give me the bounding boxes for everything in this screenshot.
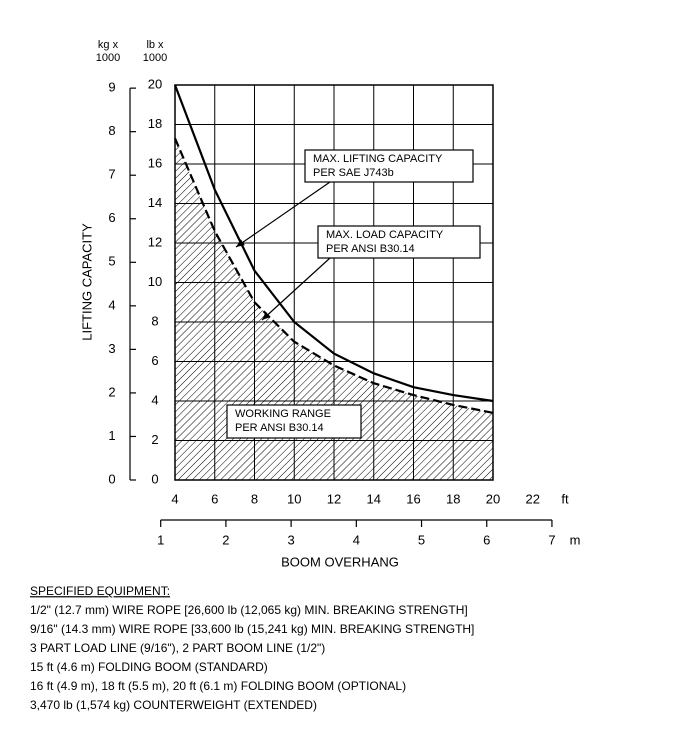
x-tick-label: 8 [251, 491, 258, 506]
y-tick-label: 14 [148, 195, 162, 210]
y2-tick-label: 2 [108, 384, 115, 399]
y-tick-label: 2 [151, 432, 158, 447]
capacity-curve [173, 137, 494, 414]
y-tick-label: 12 [148, 234, 162, 249]
annotation-text: PER SAE J743b [313, 167, 394, 179]
annotation-text: PER ANSI B30.14 [235, 422, 324, 434]
y2-tick-label: 3 [108, 341, 115, 356]
leader-arrow [261, 257, 331, 321]
y-unit-label: 1000 [143, 52, 167, 64]
y2-unit-label: 1000 [96, 52, 120, 64]
notes-heading: SPECIFIED EQUIPMENT: [30, 584, 170, 598]
annotation-text: MAX. LOAD CAPACITY [326, 229, 444, 241]
annotation-box [317, 225, 481, 259]
note-line: 9/16" (14.3 mm) WIRE ROPE [33,600 lb (15… [30, 622, 474, 636]
x2-unit: m [570, 532, 581, 547]
y2-tick-label: 9 [108, 80, 115, 95]
x2-tick-label: 6 [483, 532, 490, 547]
y-tick-label: 4 [151, 392, 158, 407]
x2-tick-label: 2 [222, 532, 229, 547]
capacity-curve [173, 84, 494, 403]
note-line: 3,470 lb (1,574 kg) COUNTERWEIGHT (EXTEN… [30, 698, 317, 712]
y2-tick-label: 4 [108, 297, 115, 312]
x-tick-label: 18 [446, 491, 460, 506]
plot-frame [174, 84, 494, 481]
x-tick-label: 12 [327, 491, 341, 506]
x2-tick-label: 5 [418, 532, 425, 547]
note-line: 15 ft (4.6 m) FOLDING BOOM (STANDARD) [30, 660, 268, 674]
x-tick-label: 6 [211, 491, 218, 506]
y-axis-title: LIFTING CAPACITY [79, 223, 94, 341]
note-line: 16 ft (4.9 m), 18 ft (5.5 m), 20 ft (6.1… [30, 679, 406, 693]
y-tick-label: 6 [151, 353, 158, 368]
x-tick-label: 4 [171, 491, 178, 506]
x-tick-label: 16 [406, 491, 420, 506]
note-line: 1/2" (12.7 mm) WIRE ROPE [26,600 lb (12,… [30, 603, 468, 617]
annotation-box [304, 149, 474, 183]
y-tick-label: 18 [148, 116, 162, 131]
x-tick-label: 14 [367, 491, 381, 506]
y-tick-label: 16 [148, 155, 162, 170]
x2-tick-label: 7 [548, 532, 555, 547]
annotation-text: PER ANSI B30.14 [326, 243, 415, 255]
annotation-box [226, 404, 362, 439]
note-line: 3 PART LOAD LINE (9/16"), 2 PART BOOM LI… [30, 641, 325, 655]
y2-unit-label: kg x [98, 39, 119, 51]
x2-tick-label: 4 [353, 532, 360, 547]
x-tick-label: 10 [287, 491, 301, 506]
y2-tick-label: 5 [108, 254, 115, 269]
y-unit-label: lb x [146, 39, 164, 51]
y-tick-label: 10 [148, 274, 162, 289]
x-axis-title: BOOM OVERHANG [281, 554, 399, 569]
x2-tick-label: 1 [157, 532, 164, 547]
y2-tick-label: 1 [108, 428, 115, 443]
y-tick-label: 8 [151, 313, 158, 328]
y2-tick-label: 8 [108, 123, 115, 138]
y2-tick-label: 6 [108, 210, 115, 225]
x-unit: ft [561, 491, 569, 506]
y-tick-label: 20 [148, 76, 162, 91]
y-tick-label: 0 [151, 471, 158, 486]
x2-tick-label: 3 [288, 532, 295, 547]
annotation-text: MAX. LIFTING CAPACITY [313, 153, 443, 165]
x-tick-label: 20 [486, 491, 500, 506]
y2-tick-label: 7 [108, 167, 115, 182]
y2-tick-label: 0 [108, 471, 115, 486]
x-tick-label: 22 [526, 491, 540, 506]
leader-arrow [235, 181, 331, 248]
annotation-text: WORKING RANGE [235, 408, 331, 420]
